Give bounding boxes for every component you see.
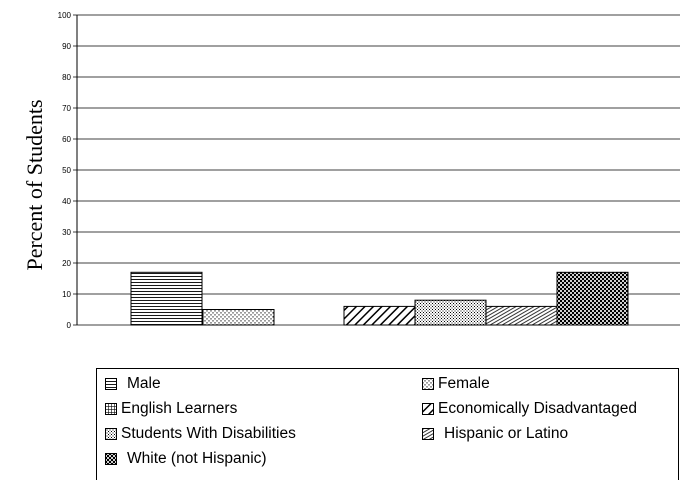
legend-label: Hispanic or Latino xyxy=(444,425,569,442)
legend-swatch-female xyxy=(422,378,434,390)
legend-label: Female xyxy=(438,375,490,392)
bar-chart: Percent of Students 0 10 20 30 40 50 60 70 80 90 1… xyxy=(22,11,680,330)
y-axis-label: Percent of Students xyxy=(22,99,47,270)
bar-female xyxy=(202,309,275,326)
legend-label: English Learners xyxy=(121,400,238,417)
y-tick-label: 20 xyxy=(62,259,71,268)
y-tick-labels: 0 10 20 30 40 50 60 70 80 90 100 xyxy=(58,11,72,330)
legend-entry-hispanic-or-latino: Hispanic or Latino xyxy=(422,425,568,443)
legend-swatch-male xyxy=(105,378,117,390)
legend-swatch-white-not-hispanic xyxy=(105,453,117,465)
legend-entry-male: Male xyxy=(105,375,161,393)
legend-swatch-students-with-disabilities xyxy=(105,428,117,440)
legend-label: Economically Disadvantaged xyxy=(438,400,638,417)
legend-swatch-economically-disadvantaged xyxy=(422,403,434,415)
bar-male xyxy=(130,271,203,326)
legend-label: Male xyxy=(127,375,161,392)
legend-entry-students-with-disabilities: Students With Disabilities xyxy=(105,425,296,443)
y-tick-label: 10 xyxy=(62,290,71,299)
bar-economically-disadvantaged xyxy=(343,305,416,326)
legend-swatch-english-learners xyxy=(105,403,117,415)
bar-hispanic-or-latino xyxy=(485,305,558,326)
bar-students-with-disabilities xyxy=(414,299,487,326)
y-tick-label: 0 xyxy=(67,321,72,330)
legend-entry-white-not-hispanic: White (not Hispanic) xyxy=(105,450,267,468)
bar-white-not-hispanic xyxy=(556,271,629,326)
bars xyxy=(130,271,629,326)
legend: Male Female English Learners Economicall… xyxy=(96,368,679,480)
legend-label: White (not Hispanic) xyxy=(127,450,267,467)
y-tick-label: 30 xyxy=(62,228,71,237)
y-tick-label: 60 xyxy=(62,135,71,144)
legend-entry-english-learners: English Learners xyxy=(105,400,237,418)
y-tick-label: 50 xyxy=(62,166,71,175)
legend-entry-economically-disadvantaged: Economically Disadvantaged xyxy=(422,400,637,418)
y-tick-label: 90 xyxy=(62,42,71,51)
legend-label: Students With Disabilities xyxy=(121,425,296,442)
y-tick-label: 70 xyxy=(62,104,71,113)
y-tick-label: 80 xyxy=(62,73,71,82)
legend-swatch-hispanic-or-latino xyxy=(422,428,434,440)
legend-entry-female: Female xyxy=(422,375,490,393)
y-tick-label: 100 xyxy=(58,11,72,20)
y-tick-label: 40 xyxy=(62,197,71,206)
